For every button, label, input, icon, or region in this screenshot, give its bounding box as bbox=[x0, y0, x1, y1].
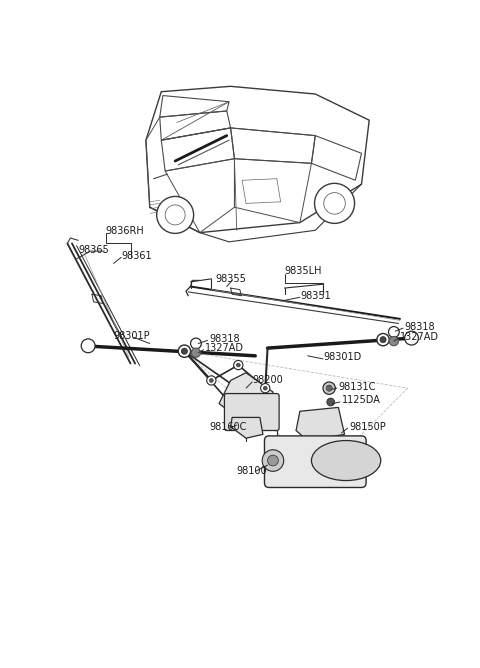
Text: 9835LH: 9835LH bbox=[285, 266, 322, 276]
Circle shape bbox=[380, 337, 386, 343]
Circle shape bbox=[405, 331, 419, 345]
Circle shape bbox=[262, 450, 284, 472]
Text: 98200: 98200 bbox=[252, 375, 283, 385]
Circle shape bbox=[191, 338, 201, 349]
Polygon shape bbox=[219, 373, 273, 415]
Text: 98318: 98318 bbox=[209, 334, 240, 344]
Circle shape bbox=[326, 385, 332, 391]
Circle shape bbox=[323, 382, 336, 394]
Text: 98365: 98365 bbox=[78, 244, 109, 255]
Circle shape bbox=[261, 383, 270, 393]
Text: 1327AD: 1327AD bbox=[400, 331, 439, 341]
Ellipse shape bbox=[312, 440, 381, 480]
FancyBboxPatch shape bbox=[264, 436, 366, 488]
Polygon shape bbox=[230, 418, 263, 438]
Circle shape bbox=[209, 379, 213, 382]
Text: 1125DA: 1125DA bbox=[341, 395, 380, 405]
Text: 98131C: 98131C bbox=[338, 381, 376, 391]
Circle shape bbox=[234, 361, 243, 369]
Circle shape bbox=[388, 327, 399, 337]
Text: 98355: 98355 bbox=[215, 274, 246, 284]
Circle shape bbox=[264, 386, 267, 390]
Text: 98351: 98351 bbox=[300, 291, 331, 301]
Circle shape bbox=[377, 333, 389, 346]
FancyBboxPatch shape bbox=[225, 393, 279, 430]
Circle shape bbox=[178, 345, 191, 357]
Text: 98150P: 98150P bbox=[349, 422, 386, 432]
Text: 98100: 98100 bbox=[237, 466, 267, 476]
Text: 98301P: 98301P bbox=[114, 331, 150, 341]
Circle shape bbox=[314, 183, 355, 223]
Text: 98361: 98361 bbox=[121, 250, 152, 261]
Circle shape bbox=[192, 348, 201, 357]
Text: 98318: 98318 bbox=[405, 321, 435, 331]
Text: 98301D: 98301D bbox=[323, 352, 361, 362]
Circle shape bbox=[236, 363, 240, 367]
Polygon shape bbox=[296, 407, 345, 440]
Circle shape bbox=[389, 337, 398, 346]
Circle shape bbox=[181, 348, 188, 354]
Circle shape bbox=[165, 205, 185, 225]
Circle shape bbox=[324, 192, 345, 214]
Text: 9836RH: 9836RH bbox=[106, 226, 144, 236]
Text: 98160C: 98160C bbox=[209, 422, 246, 432]
Circle shape bbox=[267, 455, 278, 466]
Circle shape bbox=[207, 376, 216, 385]
Circle shape bbox=[81, 339, 95, 353]
Circle shape bbox=[156, 196, 193, 233]
Text: 1327AD: 1327AD bbox=[205, 343, 244, 353]
Circle shape bbox=[327, 398, 335, 406]
